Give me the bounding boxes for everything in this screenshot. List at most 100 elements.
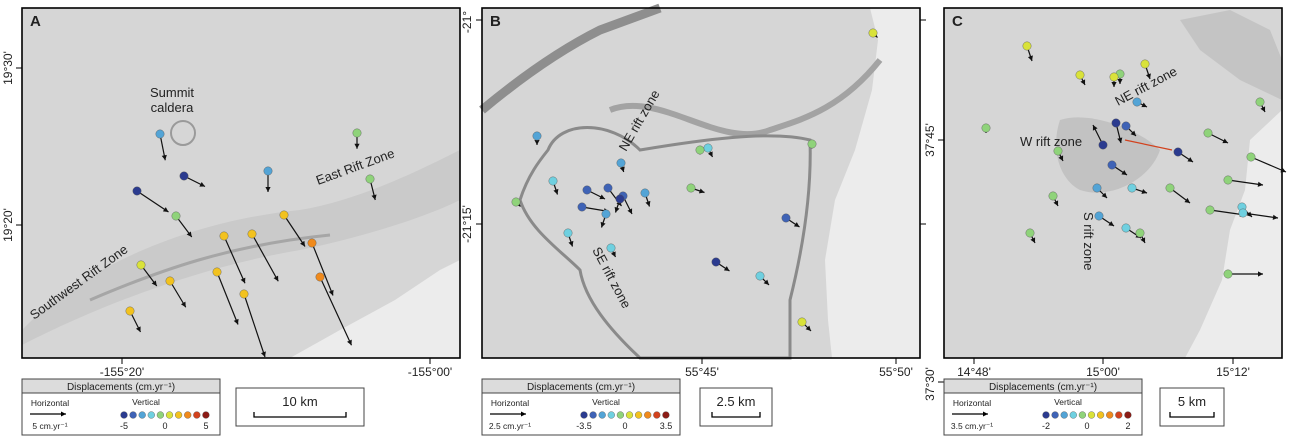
legend-vertical-zero: 0 (162, 421, 167, 431)
legend-color-dot (1051, 411, 1059, 419)
legend-horizontal-label: Horizontal (953, 398, 991, 408)
displacement-arrow-head (300, 240, 305, 247)
displacement-arrow-head (186, 231, 192, 237)
displacement-arrow (243, 293, 266, 358)
panel-a-ytick-label: 19°30' (1, 51, 15, 85)
legend-title: Displacements (cm.yr⁻¹) (527, 382, 635, 393)
panel-a-rift-shade (22, 150, 460, 345)
gps-station (365, 174, 375, 184)
displacement-arrow-head (1111, 82, 1117, 87)
gps-station (640, 188, 650, 198)
panel-b: B 55°45' 55°50' -21° -21°15' NE rift zon… (460, 3, 926, 379)
displacement-arrow (251, 233, 279, 282)
displacement-arrow-head (1141, 188, 1147, 194)
displacement-arrow-head (180, 301, 186, 308)
displacement-arrow-head (568, 240, 574, 247)
gps-station (615, 194, 625, 204)
panel-a-summit-label: Summit (150, 85, 194, 100)
legend-color-steps (120, 411, 210, 419)
panel-b-xtick-label: 55°45' (685, 365, 719, 379)
gps-station (577, 202, 587, 212)
displacement-arrow-head (1121, 170, 1127, 175)
scale-bar-box (699, 387, 773, 427)
panel-c-fissure (1124, 139, 1173, 151)
displacement-arrow-head (135, 326, 141, 332)
legend-color-dot (156, 411, 165, 419)
legend-arrow-head (521, 411, 526, 417)
displacement-arrow-head (610, 251, 616, 257)
gps-station (1238, 208, 1248, 218)
displacement-arrow-head (1053, 200, 1059, 206)
legend-horizontal-label: Horizontal (31, 398, 69, 408)
panel-a-ocean (290, 260, 460, 358)
displacement-arrow-head (199, 181, 205, 187)
legend-color-dot (193, 411, 201, 419)
gps-station (1048, 191, 1058, 201)
gps-station (239, 289, 249, 299)
gps-station (781, 213, 791, 223)
panel-a-ytick-label: 19°20' (1, 208, 15, 242)
gps-station (212, 267, 222, 277)
gps-station (1127, 183, 1137, 193)
legend-title-bar (21, 378, 221, 394)
legend-vertical-min: -2 (1042, 421, 1050, 431)
displacement-arrow (223, 235, 246, 284)
gps-station (247, 229, 257, 239)
displacement-arrow-head (707, 151, 713, 157)
displacement-arrow-head (273, 275, 279, 282)
gps-station (1053, 146, 1063, 156)
legend-vertical-label: Vertical (592, 397, 620, 407)
legend-vertical-max: 3.5 (660, 421, 673, 431)
scale-bar-box (235, 387, 365, 427)
legend-color-dot (1060, 411, 1068, 419)
displacement-arrow-head (151, 280, 157, 286)
legend-color-dot (165, 411, 174, 419)
displacement-arrow-head (600, 221, 606, 228)
legend-color-dot (1124, 411, 1132, 419)
gps-station (616, 158, 626, 168)
legend-vertical-min: -3.5 (576, 421, 592, 431)
displacement-arrow-head (265, 187, 271, 192)
legend-color-dot (1097, 411, 1105, 419)
panel-c-letter: C (952, 13, 963, 30)
legend-horizontal-scale: 2.5 cm.yr⁻¹ (489, 421, 531, 431)
panel-b-frame (481, 7, 921, 359)
panel-c-ytick-label: 37°30' (923, 367, 937, 401)
legend-color-dot (147, 411, 155, 419)
displacement-arrow (136, 190, 169, 213)
panel-c-w-rift-label: W rift zone (1020, 134, 1082, 149)
scale-bar-box (1159, 387, 1225, 427)
gps-station (1223, 175, 1233, 185)
gps-station (132, 186, 142, 196)
displacement-arrow-head (1258, 271, 1263, 277)
gps-station (1025, 228, 1035, 238)
gps-station (1111, 118, 1121, 128)
legend-color-dot (607, 411, 615, 419)
gps-station (1140, 59, 1150, 69)
gps-station (981, 123, 991, 133)
gps-station (1223, 269, 1233, 279)
gps-station (1132, 97, 1142, 107)
panel-b-channel (608, 58, 883, 138)
displacement-arrow-head (371, 194, 377, 200)
panel-b-scale-bar: 2.5 km (699, 387, 773, 427)
legend-title: Displacements (cm.yr⁻¹) (67, 382, 175, 393)
legend-color-dot (202, 411, 210, 419)
displacement-arrow-head (619, 166, 625, 172)
gps-station (797, 317, 807, 327)
gps-station (1205, 205, 1215, 215)
panel-a-caldera-label: caldera (151, 100, 194, 115)
panel-c-legend: Displacements (cm.yr⁻¹) Horizontal 3.5 c… (943, 378, 1143, 436)
legend-title-bar (481, 378, 681, 394)
legend-color-dot (1087, 411, 1096, 419)
legend-color-dot (644, 411, 652, 419)
gps-station (711, 257, 721, 267)
legend-vertical-label: Vertical (1054, 397, 1082, 407)
legend-color-dot (653, 411, 661, 419)
panel-c-xtick-label: 14°48' (957, 365, 991, 379)
panel-a-stations (125, 128, 377, 358)
displacement-arrow-head (1257, 181, 1263, 187)
legend-color-dot (184, 411, 192, 419)
displacement-arrow-head (1260, 106, 1266, 112)
